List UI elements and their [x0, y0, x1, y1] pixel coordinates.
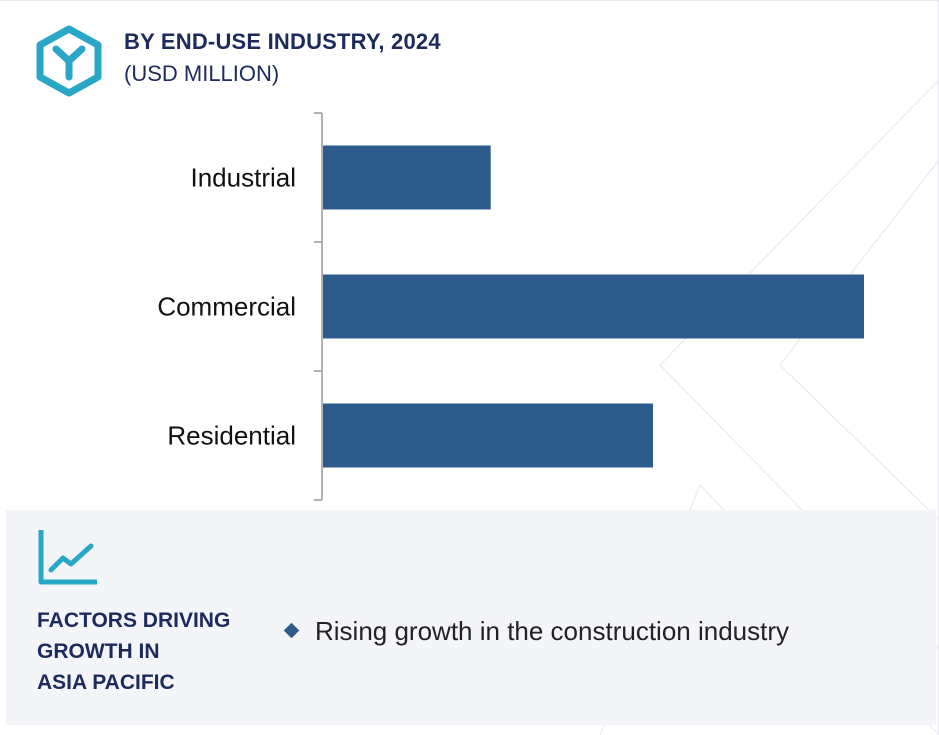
bar — [323, 145, 491, 210]
factors-panel: FACTORS DRIVING GROWTH IN ASIA PACIFIC R… — [6, 510, 936, 725]
bar — [323, 403, 654, 468]
category-label: Commercial — [157, 292, 296, 322]
category-label: Residential — [167, 421, 296, 451]
factor-item-text: Rising growth in the construction indust… — [315, 616, 790, 646]
factor-item: Rising growth in the construction indust… — [283, 616, 790, 647]
factors-heading-line: FACTORS DRIVING — [37, 609, 231, 632]
diamond-bullet-icon — [283, 622, 300, 639]
bar — [323, 274, 864, 339]
factors-heading: FACTORS DRIVING GROWTH IN ASIA PACIFIC — [37, 605, 277, 698]
category-label: Industrial — [191, 163, 297, 193]
factors-heading-line: ASIA PACIFIC — [37, 671, 175, 694]
y-hexagon-icon — [36, 25, 102, 97]
factors-heading-line: GROWTH IN — [37, 640, 160, 663]
chart-subtitle: (USD MILLION) — [124, 61, 280, 86]
chart-title: BY END-USE INDUSTRY, 2024 — [124, 29, 441, 54]
trend-line-icon — [38, 530, 97, 585]
bar-chart: Industrial Commercial Residential — [157, 112, 864, 501]
